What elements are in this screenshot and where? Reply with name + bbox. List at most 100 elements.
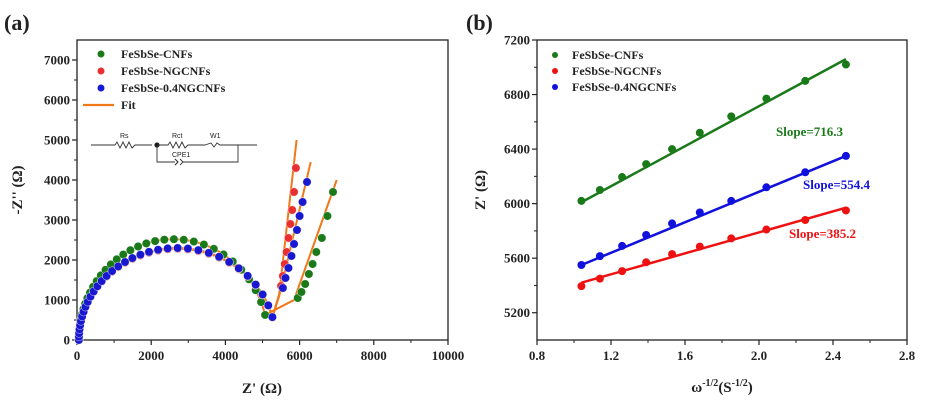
data-point: [258, 290, 268, 299]
data-point: [128, 253, 137, 263]
data-point: [642, 258, 651, 267]
panel-b-ytick-label: 6000: [504, 196, 530, 211]
data-point: [668, 145, 677, 154]
panel-b-xtick-label: 1.6: [677, 348, 694, 363]
circuit-label-w1: W1: [210, 133, 221, 140]
equivalent-circuit-inset: [91, 140, 257, 166]
panel-b-xtick-label: 2.4: [825, 348, 842, 363]
data-point: [291, 163, 301, 173]
circuit-label-rs: Rs: [120, 133, 129, 140]
data-point: [302, 177, 312, 187]
panel-b-data: [577, 57, 850, 291]
data-point: [163, 244, 173, 253]
legend-label-cnfs: FeSbSe-CNFs: [121, 47, 193, 61]
panel-a-ytick-label: 4000: [44, 173, 70, 188]
panel-b-ytick-label: 6400: [504, 142, 530, 157]
slope-label-04ngcnfs: Slope=554.4: [803, 177, 870, 192]
panel-b-xtick-label: 1.2: [603, 348, 619, 363]
slope-label-ngcnfs: Slope=385.2: [789, 226, 856, 241]
panel-a-xtick-label: 4000: [212, 348, 238, 363]
slope-label-cnfs: Slope=716.3: [776, 124, 843, 139]
data-point: [287, 205, 297, 215]
data-point: [577, 282, 586, 291]
data-point: [298, 197, 307, 207]
data-point: [173, 243, 183, 253]
panel-b-xtick-label: 2.8: [899, 348, 916, 363]
data-point: [193, 245, 203, 255]
data-point: [695, 128, 704, 137]
panel-a-data: [74, 139, 338, 345]
xlabel-omega: ω: [691, 380, 702, 396]
data-point: [120, 257, 130, 267]
warburg-w1-symbol: [204, 142, 257, 148]
data-point: [285, 219, 295, 229]
panel-a-ytick-label: 6000: [44, 93, 70, 108]
data-point: [133, 242, 143, 251]
panel-b: (b) 0.8 1.2 1.6 2.0 2.4 2.8 5200 5600 6000 6400 68…: [466, 10, 916, 396]
data-point: [595, 274, 604, 283]
data-point: [323, 211, 332, 221]
panel-b-ytick-label: 5600: [504, 251, 530, 266]
panel-a-ytick-label: 7000: [44, 53, 70, 68]
panel-a-xlabel: Z' (Ω): [242, 381, 282, 397]
data-point: [841, 206, 850, 215]
panel-b-axes: 0.8 1.2 1.6 2.0 2.4 2.8 5200 5600 6000 6400 6800 72…: [504, 33, 916, 364]
panel-a-axes: 0 2000 4000 6000 8000 10000 0 1000 2000 3000 4000 5…: [44, 53, 464, 364]
data-point: [668, 219, 677, 228]
data-point: [577, 196, 586, 205]
panel-b-ytick-label: 7200: [504, 33, 530, 48]
data-point: [278, 283, 288, 293]
data-point: [153, 245, 163, 255]
data-point: [841, 151, 850, 160]
data-point: [234, 263, 244, 273]
data-point: [199, 240, 209, 249]
data-point: [125, 245, 135, 255]
panel-a-ytick-label: 0: [64, 333, 71, 348]
panel-a-legend: FeSbSe-CNFs FeSbSe-NGCNFs FeSbSe-0.4NGCN…: [83, 47, 226, 112]
data-point: [183, 244, 193, 253]
data-point: [618, 267, 627, 276]
panel-a-xtick-label: 10000: [432, 348, 465, 363]
data-point: [328, 187, 338, 197]
data-point: [189, 237, 199, 246]
data-point: [224, 257, 234, 267]
panel-b-label: (b): [466, 10, 493, 35]
data-point: [287, 251, 296, 261]
data-point: [841, 60, 850, 69]
cpe1-glyph: [174, 158, 184, 166]
xlabel-end: ): [748, 380, 753, 396]
data-point: [577, 261, 586, 269]
legend-marker-cnfs: [552, 52, 558, 58]
legend-label-ngcnfs: FeSbSe-NGCNFs: [572, 64, 662, 78]
data-point: [618, 241, 627, 250]
data-point: [311, 247, 321, 257]
data-point: [595, 186, 604, 194]
legend-label-ngcnfs: FeSbSe-NGCNFs: [121, 64, 211, 78]
xlabel-sup1: -1/2: [702, 378, 718, 389]
panel-b-ylabel: Z' (Ω): [473, 170, 489, 210]
panel-a-xtick-label: 2000: [138, 348, 164, 363]
xlabel-mid: (S: [718, 380, 731, 396]
data-point: [113, 261, 123, 271]
data-point: [618, 173, 627, 182]
data-point: [762, 225, 771, 234]
panel-a-ytick-label: 3000: [44, 213, 70, 228]
panel-b-ytick-label: 5200: [504, 305, 530, 320]
panel-a-ytick-label: 1000: [44, 293, 70, 308]
data-point: [317, 233, 327, 243]
cpe-wire-right: [183, 145, 239, 163]
data-point: [204, 248, 214, 258]
panel-a-ylabel: -Z'' (Ω): [10, 165, 26, 214]
legend-marker-04ngcnfs: [552, 84, 558, 90]
data-point: [141, 239, 151, 248]
data-point: [251, 280, 261, 290]
panel-b-legend: FeSbSe-CNFs FeSbSe-NGCNFs FeSbSe-0.4NGCN…: [552, 48, 677, 94]
data-point: [281, 273, 290, 283]
panel-a-xtick-label: 6000: [287, 348, 313, 363]
data-point: [214, 252, 224, 262]
resistor-rct-symbol: [157, 140, 205, 150]
data-point: [642, 231, 651, 239]
data-point: [668, 250, 677, 259]
data-point: [695, 242, 704, 251]
panel-a-ytick-label: 5000: [44, 133, 70, 148]
